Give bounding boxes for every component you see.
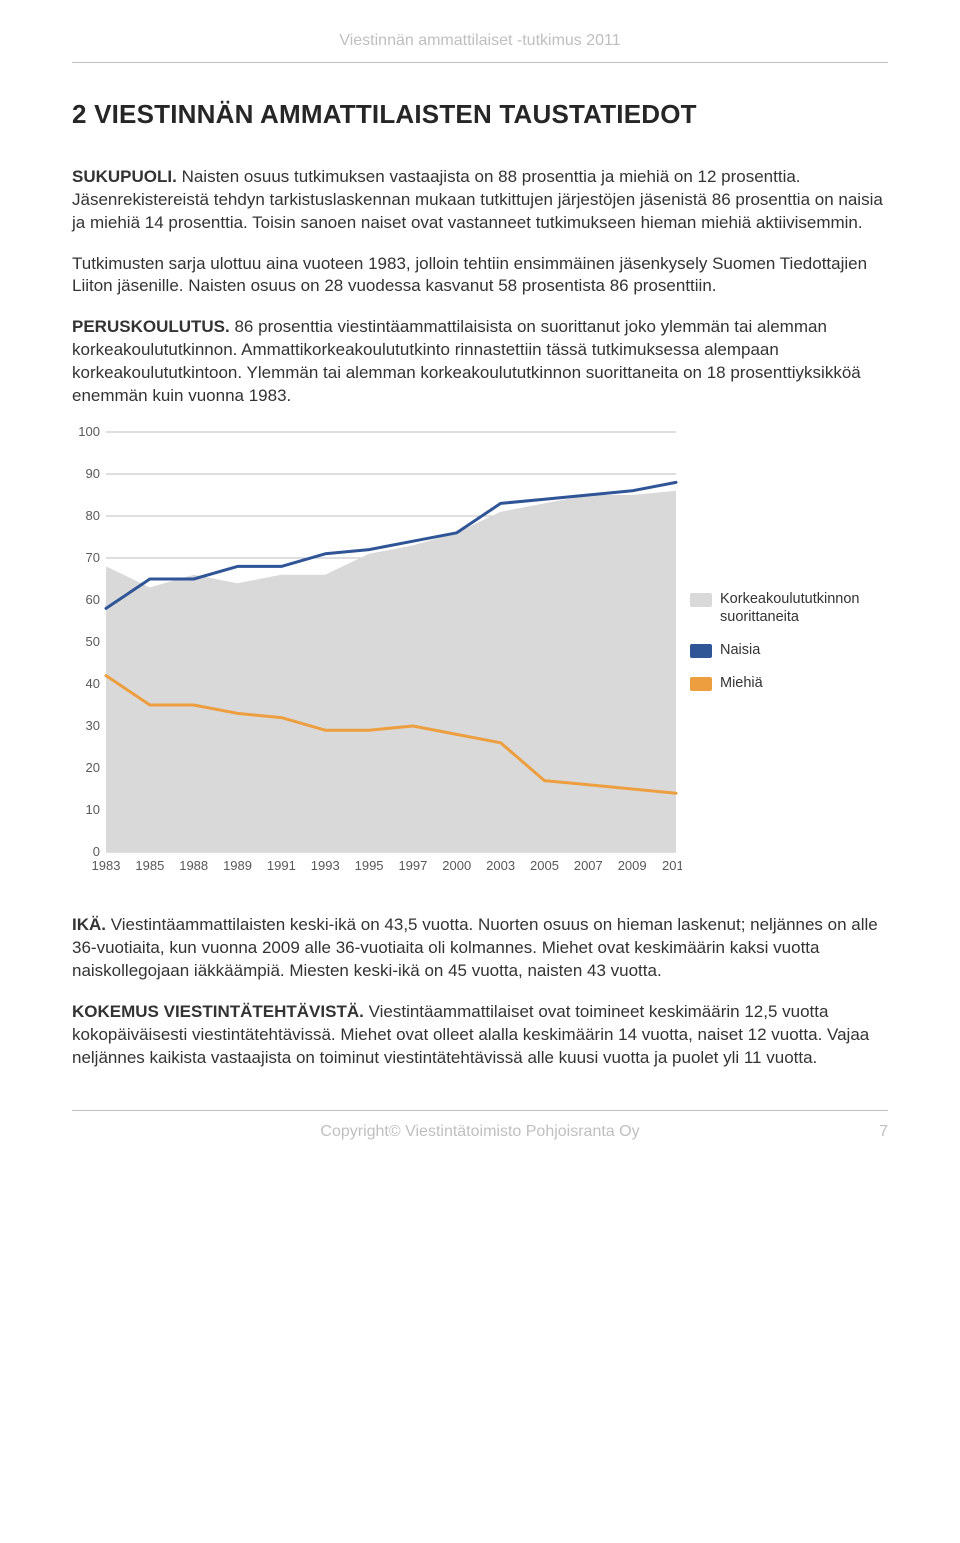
label-kokemus: KOKEMUS VIESTINTÄTEHTÄVISTÄ. xyxy=(72,1002,364,1021)
svg-text:1989: 1989 xyxy=(223,858,252,873)
legend-swatch xyxy=(690,593,712,607)
legend-item: Naisia xyxy=(690,642,880,659)
trend-chart: 0 10 20 30 40 50 60 70 80 90 100 1983 1985 1988 1989 19… xyxy=(72,426,888,886)
svg-text:1988: 1988 xyxy=(179,858,208,873)
label-ika: IKÄ. xyxy=(72,915,106,934)
legend-label: Naisia xyxy=(720,642,760,659)
svg-text:2005: 2005 xyxy=(530,858,559,873)
paragraph-ika: IKÄ. Viestintäammattilaisten keski-ikä o… xyxy=(72,914,888,983)
svg-text:90: 90 xyxy=(86,466,100,481)
svg-text:1997: 1997 xyxy=(398,858,427,873)
legend-item: Korkeakoulututkinnon suorittaneita xyxy=(690,591,880,626)
svg-text:10: 10 xyxy=(86,802,100,817)
svg-text:1983: 1983 xyxy=(92,858,121,873)
svg-text:70: 70 xyxy=(86,550,100,565)
svg-text:1995: 1995 xyxy=(355,858,384,873)
svg-text:2003: 2003 xyxy=(486,858,515,873)
svg-text:1993: 1993 xyxy=(311,858,340,873)
page-number: 7 xyxy=(879,1121,888,1143)
svg-text:40: 40 xyxy=(86,676,100,691)
legend-item: Miehiä xyxy=(690,675,880,692)
svg-text:2011: 2011 xyxy=(662,858,682,873)
text-ika: Viestintäammattilaisten keski-ikä on 43,… xyxy=(72,915,878,980)
svg-text:20: 20 xyxy=(86,760,100,775)
svg-text:100: 100 xyxy=(78,426,100,439)
chart-svg: 0 10 20 30 40 50 60 70 80 90 100 1983 1985 1988 1989 19… xyxy=(72,426,682,886)
svg-text:1985: 1985 xyxy=(135,858,164,873)
chart-legend: Korkeakoulututkinnon suorittaneita Naisia… xyxy=(690,426,880,709)
label-peruskoulutus: PERUSKOULUTUS. xyxy=(72,317,230,336)
document-header: Viestinnän ammattilaiset -tutkimus 2011 xyxy=(72,30,888,63)
paragraph-sukupuoli: SUKUPUOLI. Naisten osuus tutkimuksen vas… xyxy=(72,166,888,235)
document-footer: Copyright© Viestintätoimisto Pohjoisrant… xyxy=(72,1110,888,1143)
paragraph-kokemus: KOKEMUS VIESTINTÄTEHTÄVISTÄ. Viestintäam… xyxy=(72,1001,888,1070)
footer-text: Copyright© Viestintätoimisto Pohjoisrant… xyxy=(320,1121,639,1143)
paragraph-series-history: Tutkimusten sarja ulottuu aina vuoteen 1… xyxy=(72,253,888,299)
svg-text:2000: 2000 xyxy=(442,858,471,873)
svg-text:50: 50 xyxy=(86,634,100,649)
label-sukupuoli: SUKUPUOLI. xyxy=(72,167,177,186)
text-series-history: Tutkimusten sarja ulottuu aina vuoteen 1… xyxy=(72,254,867,296)
page-title: 2 VIESTINNÄN AMMATTILAISTEN TAUSTATIEDOT xyxy=(72,97,888,132)
paragraph-peruskoulutus: PERUSKOULUTUS. 86 prosenttia viestintäam… xyxy=(72,316,888,408)
svg-text:0: 0 xyxy=(93,844,100,859)
svg-text:80: 80 xyxy=(86,508,100,523)
legend-label: Miehiä xyxy=(720,675,763,692)
svg-text:2009: 2009 xyxy=(618,858,647,873)
doc-header-title: Viestinnän ammattilaiset -tutkimus 2011 xyxy=(339,32,620,49)
svg-text:30: 30 xyxy=(86,718,100,733)
svg-text:2007: 2007 xyxy=(574,858,603,873)
legend-swatch xyxy=(690,644,712,658)
svg-text:1991: 1991 xyxy=(267,858,296,873)
legend-label: Korkeakoulututkinnon suorittaneita xyxy=(720,591,880,626)
text-sukupuoli: Naisten osuus tutkimuksen vastaajista on… xyxy=(72,167,883,232)
svg-text:60: 60 xyxy=(86,592,100,607)
legend-swatch xyxy=(690,677,712,691)
